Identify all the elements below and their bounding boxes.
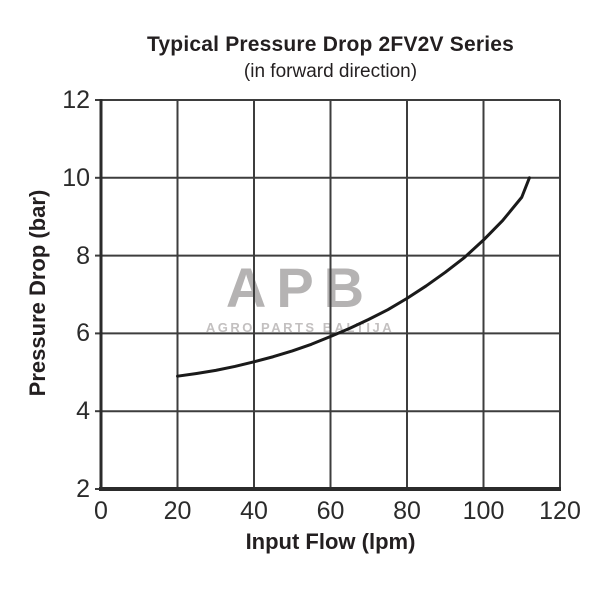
y-tick-label: 4	[76, 397, 90, 426]
x-tick-label: 0	[94, 497, 108, 525]
y-tick-label: 10	[62, 163, 90, 192]
y-tick-label: 2	[76, 475, 90, 503]
x-tick-label: 20	[163, 497, 192, 525]
x-tick-label: 80	[393, 497, 421, 525]
y-tick-label: 6	[76, 319, 90, 348]
y-tick-label: 8	[76, 241, 90, 270]
y-axis-label: Pressure Drop (bar)	[25, 189, 50, 397]
x-tick-label: 40	[240, 497, 268, 525]
x-tick-label: 100	[462, 497, 505, 525]
chart-subtitle: (in forward direction)	[243, 61, 418, 82]
x-axis-label: Input Flow (lpm)	[245, 529, 416, 554]
y-tick-label: 12	[62, 86, 90, 114]
pressure-drop-curve	[176, 176, 531, 378]
x-tick-label: 120	[539, 497, 581, 525]
x-tick-label: 60	[316, 497, 345, 525]
chart-title: Typical Pressure Drop 2FV2V Series	[146, 33, 515, 56]
